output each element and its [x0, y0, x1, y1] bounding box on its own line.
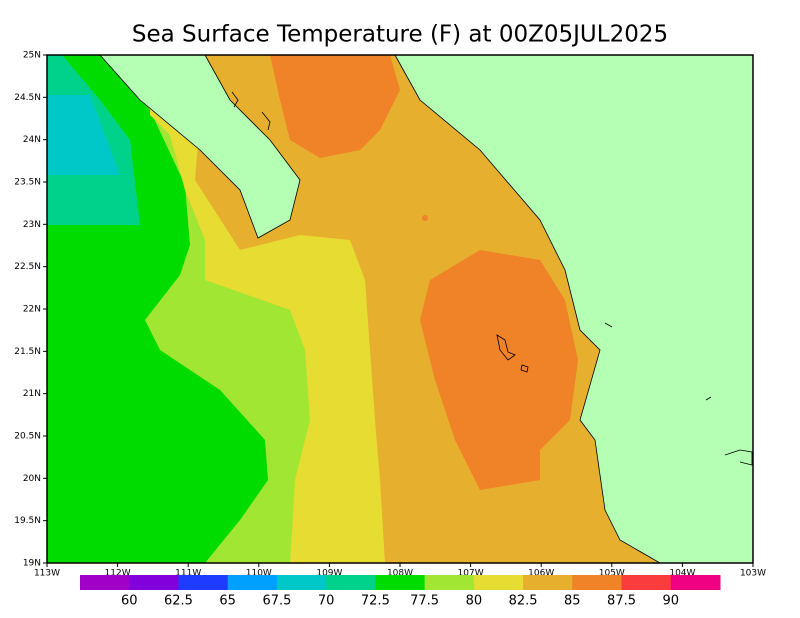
lon-label: 103W [740, 569, 766, 579]
lon-label: 113W [34, 569, 60, 579]
lat-label: 20N [23, 474, 41, 484]
lat-label: 19N [23, 559, 41, 569]
island [520, 364, 529, 373]
coast-east [724, 449, 753, 466]
lat-label: 24.5N [14, 93, 41, 103]
band-70 [47, 95, 120, 175]
colorbar-label: 87.5 [607, 594, 636, 609]
colorbar-box [129, 575, 179, 590]
lon-label: 109W [316, 569, 342, 579]
lon-label: 105W [599, 569, 625, 579]
colorbar-label: 85 [564, 594, 581, 609]
lat-label: 24N [23, 135, 41, 145]
island [261, 111, 271, 131]
lat-label: 19.5N [14, 516, 41, 526]
lat-label: 23N [23, 220, 41, 230]
colorbar-box [80, 575, 130, 590]
title: Sea Surface Temperature (F) at 00Z05JUL2… [132, 22, 668, 48]
colorbar-box [375, 575, 426, 590]
lon-label: 112W [105, 569, 131, 579]
lon-label: 111W [175, 569, 201, 579]
colorbar-box [572, 575, 623, 590]
lon-label: 104W [669, 569, 695, 579]
lon-label: 108W [387, 569, 413, 579]
colorbar-box [276, 575, 327, 590]
colorbar-label: 90 [662, 594, 679, 609]
lat-label: 22.5N [14, 262, 41, 272]
colorbar-label: 70 [318, 594, 335, 609]
band-87-north [270, 55, 400, 158]
colorbar-label: 72.5 [361, 594, 390, 609]
colorbar-label: 82.5 [509, 594, 538, 609]
lat-label: 23.5N [14, 178, 41, 188]
colorbar-label: 65 [219, 594, 236, 609]
colorbar-box [670, 575, 721, 590]
lat-label: 21N [23, 389, 41, 399]
lat-label: 21.5N [14, 347, 41, 357]
baja-coast [99, 54, 301, 239]
coast-fragment [604, 322, 613, 328]
colorbar-label: 60 [121, 594, 138, 609]
colorbar-box [621, 575, 672, 590]
lat-label: 22N [23, 305, 41, 315]
colorbar-label: 67.5 [262, 594, 291, 609]
coastline [99, 54, 753, 564]
island [496, 334, 516, 361]
mainland-coast [394, 54, 661, 564]
coast-fragment [705, 396, 712, 401]
colorbar-box [227, 575, 278, 590]
lon-label: 110W [246, 569, 272, 579]
band-87-south [420, 250, 578, 490]
lat-label: 25N [23, 51, 41, 61]
lon-label: 107W [458, 569, 484, 579]
colorbar-label: 77.5 [410, 594, 439, 609]
colorbar-label: 62.5 [164, 594, 193, 609]
colorbar-box [178, 575, 229, 590]
colorbar-box [424, 575, 475, 590]
island [231, 91, 239, 108]
lat-label: 20.5N [14, 432, 41, 442]
lon-label: 106W [528, 569, 554, 579]
colorbar-box [473, 575, 524, 590]
band-87-speck [422, 215, 428, 221]
colorbar-label: 80 [466, 594, 483, 609]
colorbar-box [326, 575, 376, 590]
colorbar-box [523, 575, 573, 590]
